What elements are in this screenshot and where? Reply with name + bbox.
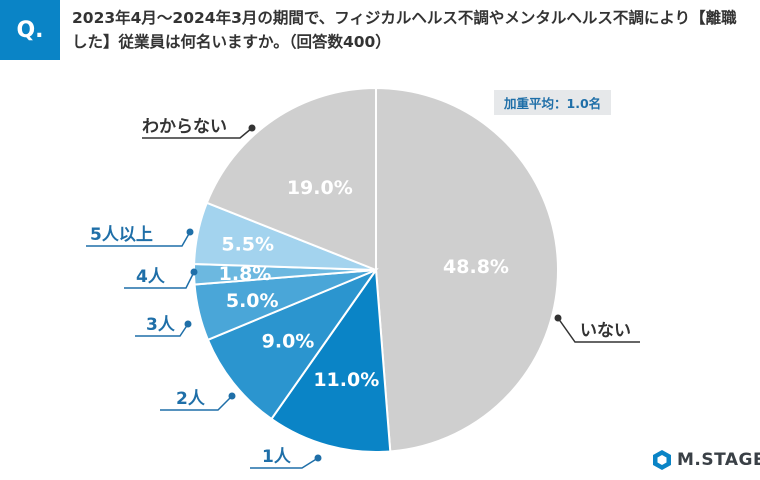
slice-percent-label: 5.5% — [221, 233, 274, 255]
slice-percent-label: 1.8% — [219, 263, 272, 285]
question-text: 2023年4月～2024年3月の期間で、フィジカルヘルス不調やメンタルヘルス不調… — [72, 9, 737, 51]
slice-percent-label: 5.0% — [226, 290, 279, 312]
pie-slice — [205, 86, 377, 272]
slice-percent-label: 19.0% — [287, 177, 353, 199]
category-label: 3人 — [146, 315, 176, 335]
category-label: 5人以上 — [90, 225, 153, 245]
leader-line — [557, 317, 640, 343]
category-label: わからない — [142, 117, 227, 137]
slice-percent-label: 11.0% — [313, 369, 379, 391]
leader-dot — [228, 392, 236, 400]
weighted-average-note: 加重平均：1.0名 — [494, 90, 612, 115]
pie-slice — [375, 86, 559, 453]
pie-slice — [206, 267, 379, 421]
category-label: 1人 — [262, 447, 292, 467]
question-badge: Q. — [0, 0, 60, 60]
brand-hexagon-icon — [653, 450, 671, 470]
leader-line — [250, 457, 319, 469]
leader-line — [86, 231, 191, 247]
leader-line — [142, 127, 253, 139]
category-label: いない — [580, 321, 631, 341]
slice-percent-label: 48.8% — [443, 256, 509, 278]
leader-dot — [190, 268, 198, 276]
leader-dot — [248, 124, 256, 132]
leader-dot — [314, 454, 322, 462]
pie-slice — [270, 267, 392, 453]
brand-name: M.STAGE — [677, 450, 760, 470]
leader-line — [124, 271, 195, 289]
category-label: 4人 — [136, 267, 166, 287]
leader-dot — [186, 228, 194, 236]
leader-line — [135, 323, 189, 337]
leader-dot — [554, 314, 562, 322]
brand-logo: M.STAGE — [651, 449, 760, 471]
leader-line — [160, 395, 233, 411]
leader-dot — [184, 320, 192, 328]
slice-percent-label: 9.0% — [262, 331, 315, 353]
category-label: 2人 — [176, 389, 206, 409]
